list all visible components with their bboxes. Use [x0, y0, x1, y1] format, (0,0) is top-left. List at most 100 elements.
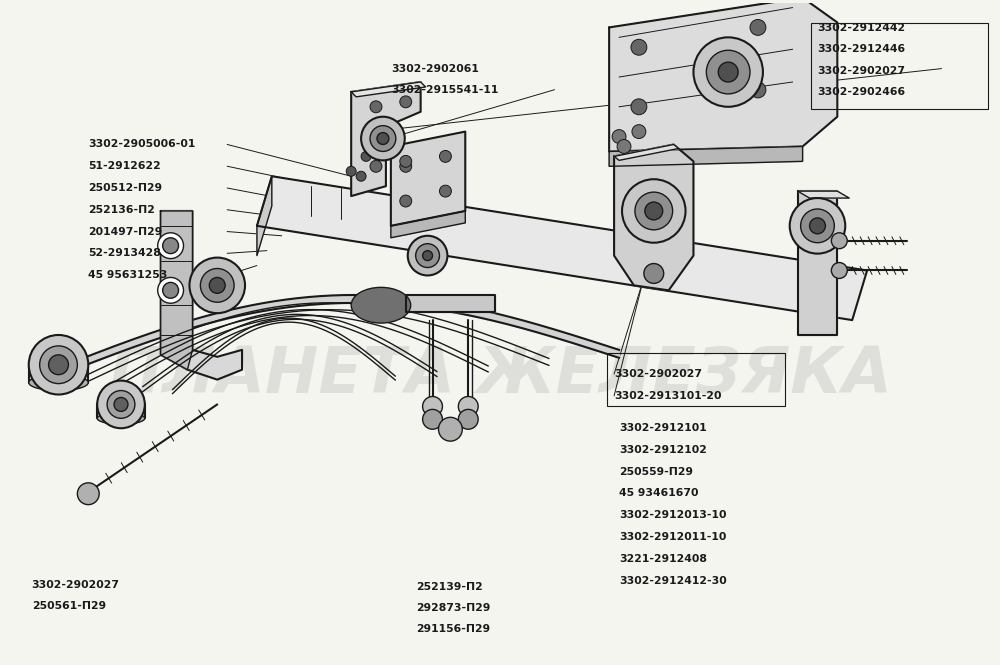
Circle shape: [400, 195, 412, 207]
Circle shape: [423, 251, 433, 261]
Polygon shape: [161, 211, 242, 380]
Circle shape: [209, 277, 225, 293]
Text: 45 95631253: 45 95631253: [88, 270, 168, 280]
Circle shape: [790, 198, 845, 253]
Circle shape: [158, 233, 184, 259]
Polygon shape: [614, 144, 693, 291]
Circle shape: [631, 39, 647, 55]
Circle shape: [458, 396, 478, 416]
Text: 3302-2902061: 3302-2902061: [391, 64, 479, 74]
Circle shape: [801, 209, 834, 243]
Circle shape: [706, 51, 750, 94]
Circle shape: [693, 37, 763, 107]
Circle shape: [400, 160, 412, 172]
Circle shape: [458, 410, 478, 429]
Circle shape: [377, 132, 389, 144]
Text: 51-2912622: 51-2912622: [88, 161, 161, 172]
Polygon shape: [406, 295, 495, 312]
Text: 3302-2905006-01: 3302-2905006-01: [88, 140, 196, 150]
Ellipse shape: [351, 287, 411, 323]
Circle shape: [356, 172, 366, 181]
Circle shape: [612, 130, 626, 144]
Circle shape: [423, 410, 442, 429]
Circle shape: [77, 483, 99, 505]
Polygon shape: [609, 146, 803, 166]
Text: 3302-2912011-10: 3302-2912011-10: [619, 532, 726, 542]
Text: 3302-2902027: 3302-2902027: [817, 66, 905, 76]
Polygon shape: [257, 176, 272, 255]
Circle shape: [361, 152, 371, 162]
Ellipse shape: [97, 412, 145, 424]
Circle shape: [29, 335, 88, 394]
Text: 252139-П2: 252139-П2: [416, 581, 482, 591]
Circle shape: [718, 62, 738, 82]
Circle shape: [635, 192, 673, 230]
Text: ПЛАНЕТА ЖЕЛЕЗЯКА: ПЛАНЕТА ЖЕЛЕЗЯКА: [109, 344, 891, 406]
Text: 3302-2912101: 3302-2912101: [619, 423, 707, 433]
Circle shape: [40, 346, 77, 384]
Text: 252136-П2: 252136-П2: [88, 205, 155, 215]
Text: 3302-2912412-30: 3302-2912412-30: [619, 576, 727, 586]
Circle shape: [423, 396, 442, 416]
Circle shape: [645, 202, 663, 220]
Polygon shape: [798, 191, 849, 198]
Polygon shape: [257, 176, 867, 320]
Polygon shape: [798, 191, 837, 335]
Text: 3302-2912102: 3302-2912102: [619, 445, 707, 455]
Circle shape: [632, 124, 646, 138]
Polygon shape: [351, 82, 421, 196]
Circle shape: [831, 263, 847, 279]
Circle shape: [200, 269, 234, 302]
Polygon shape: [609, 0, 837, 152]
Text: 45 93461670: 45 93461670: [619, 489, 699, 499]
Circle shape: [370, 101, 382, 113]
Text: 3302-2902466: 3302-2902466: [817, 87, 906, 97]
Text: 250561-П29: 250561-П29: [32, 601, 106, 611]
Circle shape: [416, 243, 439, 267]
Circle shape: [750, 82, 766, 98]
Text: 3302-2912446: 3302-2912446: [817, 44, 906, 54]
Circle shape: [346, 166, 356, 176]
Polygon shape: [391, 132, 465, 226]
Circle shape: [439, 150, 451, 162]
Circle shape: [107, 390, 135, 418]
Circle shape: [439, 185, 451, 197]
Circle shape: [97, 380, 145, 428]
Polygon shape: [614, 144, 679, 160]
Circle shape: [163, 238, 179, 253]
Circle shape: [158, 277, 184, 303]
Circle shape: [631, 99, 647, 115]
Text: 291156-П29: 291156-П29: [416, 624, 490, 634]
Circle shape: [750, 19, 766, 35]
Circle shape: [49, 355, 68, 374]
Polygon shape: [391, 211, 465, 238]
Text: 250559-П29: 250559-П29: [619, 467, 693, 477]
Circle shape: [370, 126, 396, 152]
Circle shape: [400, 96, 412, 108]
Text: 3302-2902027: 3302-2902027: [614, 369, 702, 379]
Circle shape: [361, 117, 405, 160]
Circle shape: [622, 179, 686, 243]
Text: 250512-П29: 250512-П29: [88, 183, 162, 193]
Polygon shape: [161, 211, 192, 370]
Circle shape: [644, 263, 664, 283]
Text: 201497-П29: 201497-П29: [88, 227, 163, 237]
Circle shape: [831, 233, 847, 249]
Text: 52-2913428: 52-2913428: [88, 248, 161, 258]
Circle shape: [371, 162, 381, 172]
Text: 3302-2902027: 3302-2902027: [32, 579, 120, 590]
Text: 292873-П29: 292873-П29: [416, 603, 490, 613]
Text: 3302-2912013-10: 3302-2912013-10: [619, 510, 727, 520]
Ellipse shape: [29, 374, 88, 390]
Text: 3302-2912442: 3302-2912442: [817, 23, 906, 33]
Text: 3302-2913101-20: 3302-2913101-20: [614, 391, 722, 401]
Text: 3302-2915541-11: 3302-2915541-11: [391, 84, 498, 94]
Circle shape: [408, 236, 447, 275]
Circle shape: [189, 257, 245, 313]
Polygon shape: [351, 82, 426, 97]
Text: 3221-2912408: 3221-2912408: [619, 554, 707, 564]
Circle shape: [438, 418, 462, 441]
Circle shape: [810, 218, 825, 234]
Circle shape: [163, 283, 179, 299]
Circle shape: [617, 140, 631, 154]
